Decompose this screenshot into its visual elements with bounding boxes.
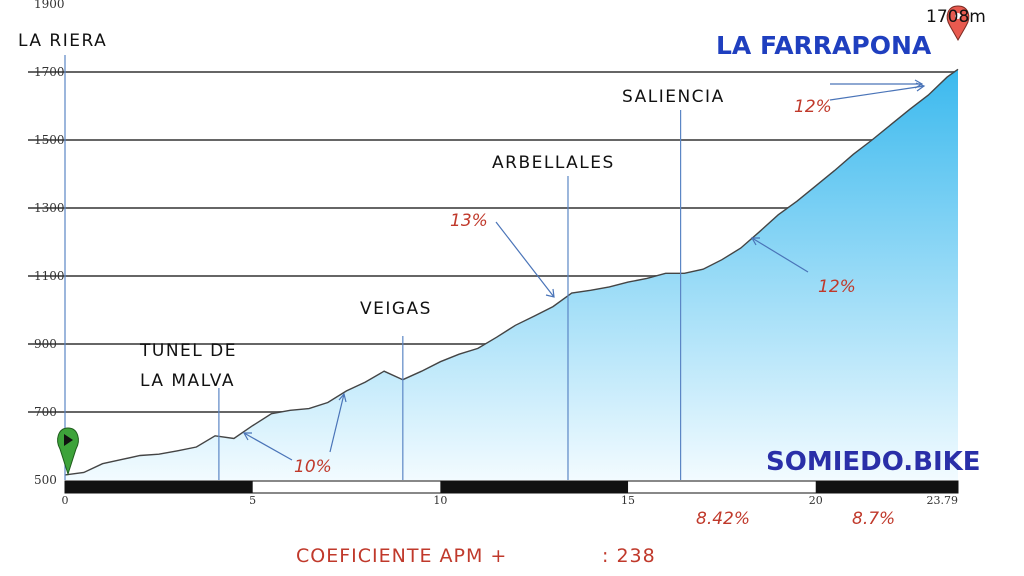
y-tick-label: 1300 xyxy=(34,201,65,215)
y-tick-label: 1700 xyxy=(34,65,65,79)
y-tick-label: 1900 xyxy=(34,0,65,11)
x-tick-label: 15 xyxy=(621,494,635,507)
y-tick-label: 500 xyxy=(34,473,57,487)
x-axis-km-bar xyxy=(64,480,959,494)
summit-pin-icon xyxy=(946,5,970,42)
y-tick-label: 1100 xyxy=(34,269,65,283)
place-label-tunel-de: TUNEL DE xyxy=(139,341,237,361)
y-tick-label: 900 xyxy=(34,337,57,351)
gradient-label-12-mid: 12% xyxy=(818,277,856,297)
km-bar-segment xyxy=(65,481,253,493)
x-axis-ticks: 0 5 10 15 20 23.79 xyxy=(62,494,959,507)
gradient-label-10: 10% xyxy=(294,457,332,477)
gradient-label-12-top: 12% xyxy=(794,97,832,117)
place-label-veigas: VEIGAS xyxy=(360,299,432,319)
gradient-label-8-7: 8.7% xyxy=(852,509,895,529)
y-tick-label: 1500 xyxy=(34,133,65,147)
chart-title: LA FARRAPONA xyxy=(716,31,932,60)
km-bar-segment xyxy=(815,481,958,493)
place-leader-lines xyxy=(64,55,682,480)
km-bar-segment xyxy=(440,481,629,493)
gradient-label-13: 13% xyxy=(450,211,488,231)
elevation-line xyxy=(64,68,959,476)
place-label-la-malva: LA MALVA xyxy=(140,371,235,391)
place-label-saliencia: SALIENCIA xyxy=(622,87,725,107)
x-tick-label: 20 xyxy=(809,494,823,507)
coefficient-label: COEFICIENTE APM + xyxy=(296,545,507,567)
y-axis-ticks: 500 700 900 1100 1300 1500 1700 1900 xyxy=(34,0,65,487)
x-tick-label: 5 xyxy=(249,494,256,507)
x-tick-label: 10 xyxy=(433,494,447,507)
coefficient-value: : 238 xyxy=(602,545,656,567)
x-tick-label: 23.79 xyxy=(927,494,959,507)
place-label-la-riera: LA RIERA xyxy=(18,31,107,51)
gradient-label-8-42: 8.42% xyxy=(696,509,750,529)
summit-elevation-label: 1708m xyxy=(926,7,986,27)
start-pin-icon xyxy=(57,427,79,476)
x-tick-label: 0 xyxy=(62,494,69,507)
y-tick-label: 700 xyxy=(34,405,57,419)
place-label-arbellales: ARBELLALES xyxy=(492,153,615,173)
annotation-arrows xyxy=(242,79,926,461)
brand-watermark: SOMIEDO.BIKE xyxy=(766,447,981,477)
elevation-area xyxy=(65,69,958,481)
